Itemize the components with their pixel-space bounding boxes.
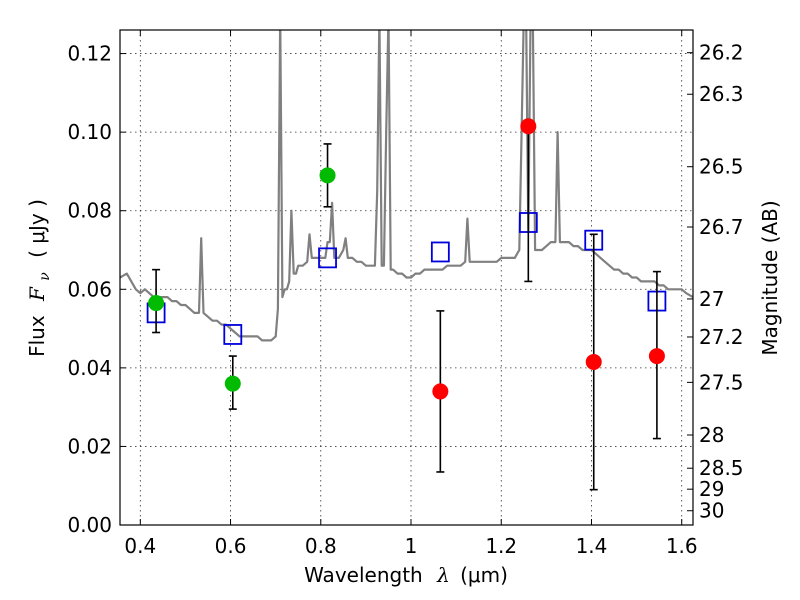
axes-frame — [119, 29, 694, 526]
y2-tick-label: 26.7 — [699, 215, 744, 239]
y-tick-label: 0.06 — [67, 277, 112, 301]
y2-axis-label: Magnitude (AB) — [758, 200, 782, 355]
y-tick-label: 0.00 — [67, 513, 112, 537]
x-tick-label: 1.4 — [576, 534, 608, 558]
y2-tick-label: 30 — [699, 499, 724, 523]
y-axis-label-subscript: ν — [37, 272, 53, 281]
y2-tick-label: 26.5 — [699, 155, 744, 179]
y2-tick-label: 28 — [699, 423, 724, 447]
y2-tick-label: 27.2 — [699, 325, 744, 349]
x-tick-label: 0.8 — [305, 534, 337, 558]
plot-content — [120, 30, 693, 491]
y2-tick-label: 27 — [699, 287, 724, 311]
nondetection-point — [432, 383, 449, 400]
model-photometry-square — [223, 324, 243, 345]
x-axis-label-prefix: Wavelength — [304, 563, 423, 587]
model-photometry-square — [430, 241, 450, 263]
model-spectrum-line — [120, 30, 693, 342]
detection-point — [319, 167, 336, 184]
y2-tick-label: 29 — [699, 477, 724, 501]
y2-tick-label: 27.5 — [699, 370, 744, 394]
nondetection-point — [585, 353, 602, 370]
y-tick-label: 0.12 — [67, 42, 112, 66]
x-tick-label: 1.6 — [666, 534, 698, 558]
x-tick-label: 1.2 — [485, 534, 517, 558]
y-axis-label-prefix: Flux — [25, 315, 49, 357]
y-tick-label: 0.08 — [67, 199, 112, 223]
y-axis-label: Flux F ν ( μJy ) — [25, 199, 54, 357]
x-axis-label-symbol: λ — [436, 563, 450, 587]
x-axis-label-unit: (μm) — [460, 563, 508, 587]
y2-tick-label: 26.2 — [699, 41, 744, 65]
y-tick-label: 0.04 — [67, 356, 112, 380]
y-axis-label-unit: ( μJy ) — [25, 199, 49, 258]
y2-tick-label: 26.3 — [699, 82, 744, 106]
detection-point — [148, 295, 165, 312]
nondetection-point — [648, 348, 665, 365]
y-tick-label: 0.10 — [67, 120, 112, 144]
y2-tick-label: 28.5 — [699, 456, 744, 480]
nondetection-point — [520, 118, 537, 135]
y-axis-label-symbol: F — [25, 286, 49, 302]
x-tick-label: 0.4 — [124, 534, 156, 558]
x-tick-label: 1 — [405, 534, 418, 558]
ticks: 0.4 0.6 0.8 1 1.2 1.4 1.6 0.00 0.02 0.04 0.06 0.08 0… — [67, 30, 744, 558]
x-tick-label: 0.6 — [215, 534, 247, 558]
x-axis-label: Wavelength λ (μm) — [304, 563, 508, 587]
model-photometry-square — [318, 247, 337, 269]
plot-area — [120, 30, 693, 491]
detection-point — [224, 375, 241, 392]
y-tick-label: 0.02 — [67, 434, 112, 458]
